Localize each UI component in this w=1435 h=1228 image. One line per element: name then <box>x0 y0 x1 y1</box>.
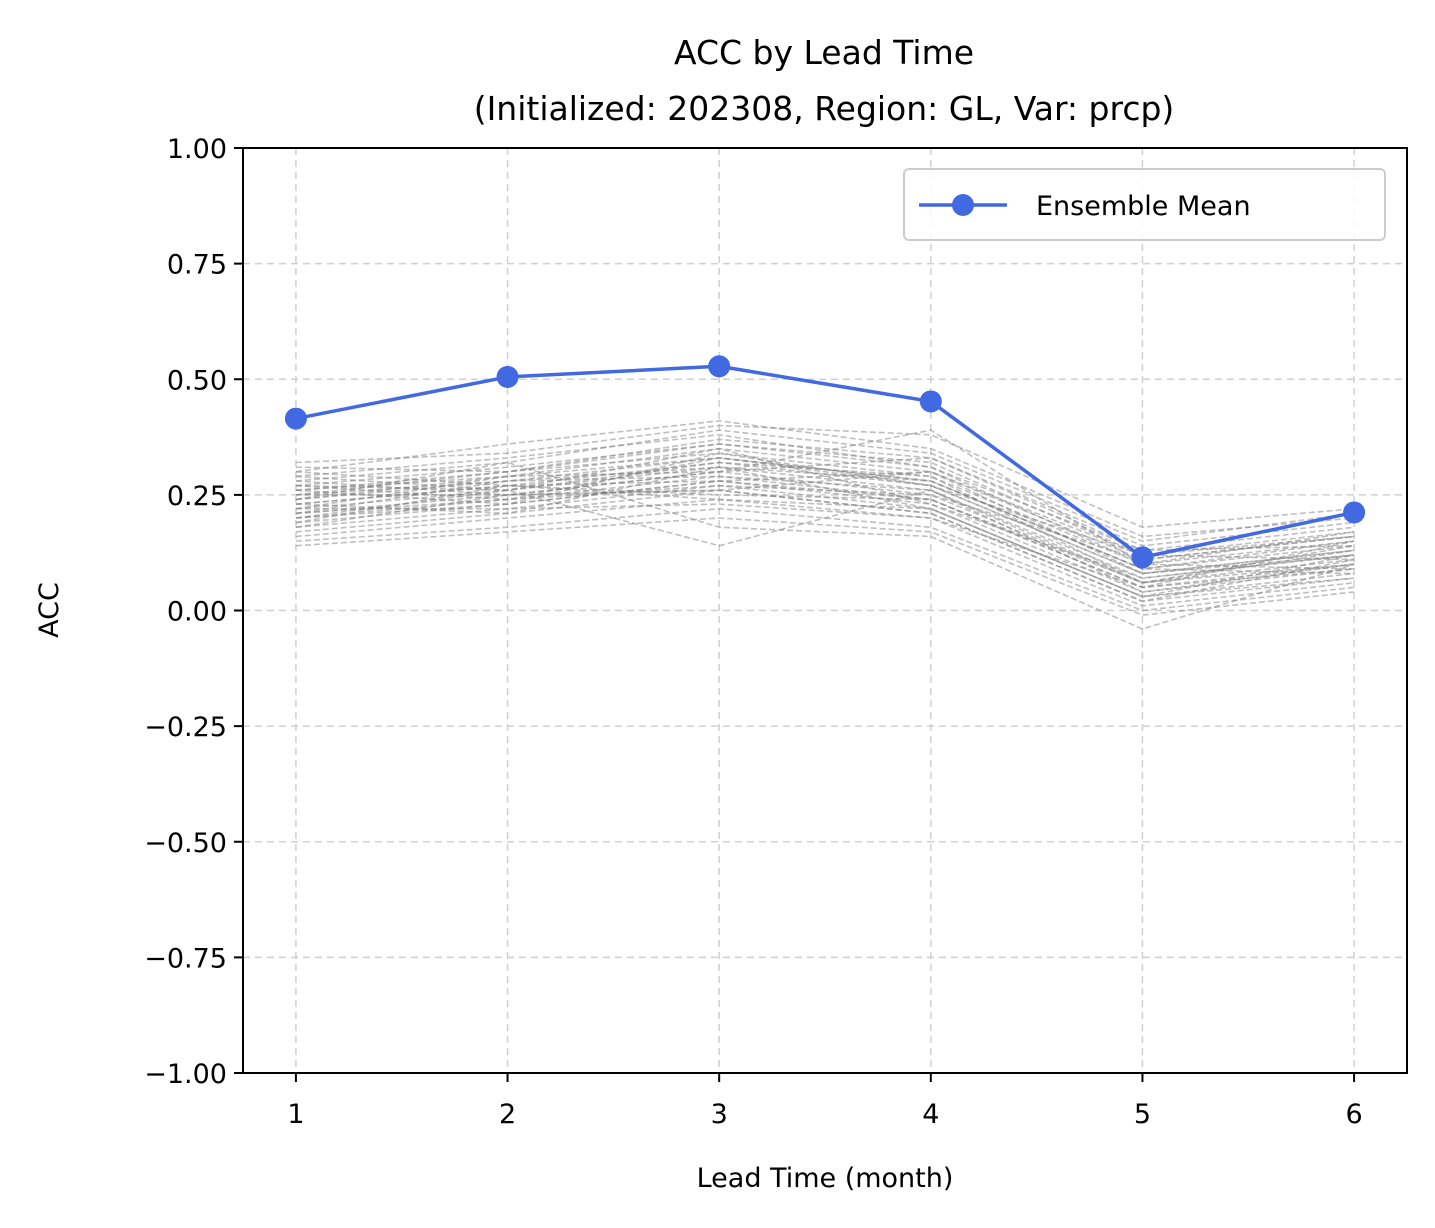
y-tick-label-9: 1.00 <box>167 134 227 165</box>
ensemble-mean-point-4 <box>919 390 942 413</box>
legend-label-ensemble-mean: Ensemble Mean <box>1036 191 1251 222</box>
member-line-39 <box>295 466 1355 598</box>
member-line-26 <box>295 484 1355 589</box>
y-tick-label-4: −0.25 <box>144 712 227 743</box>
ensemble-mean-series <box>284 355 1366 569</box>
y-tick-label-7: 0.50 <box>167 365 227 396</box>
x-tick-label-6: 6 <box>1345 1099 1362 1130</box>
member-line-40 <box>295 470 1355 556</box>
member-line-35 <box>295 443 1355 566</box>
x-tick-label-1: 1 <box>287 1099 304 1130</box>
member-line-19 <box>295 517 1355 616</box>
member-line-2 <box>295 420 1355 538</box>
x-tick-label-5: 5 <box>1134 1099 1151 1130</box>
y-axis-label: ACC <box>34 582 65 638</box>
y-tick-label-8: 0.75 <box>167 250 227 281</box>
ensemble-mean-line <box>295 364 1355 560</box>
ensemble-mean-point-2 <box>496 365 519 388</box>
member-line-8 <box>295 452 1355 566</box>
member-line-1 <box>295 424 1355 529</box>
member-line-17 <box>295 498 1355 607</box>
legend-marker-ensemble-mean <box>952 194 974 216</box>
member-line-29 <box>295 484 1355 561</box>
ensemble-mean-point-5 <box>1131 546 1154 569</box>
y-tick-label-3: −0.50 <box>144 828 227 859</box>
member-line-3 <box>295 429 1355 542</box>
member-line-34 <box>295 503 1355 589</box>
x-tick-label-3: 3 <box>711 1099 728 1130</box>
member-line-27 <box>295 466 1355 575</box>
y-tick-label-5: 0.00 <box>167 597 227 628</box>
ensemble-mean-point-1 <box>284 407 307 430</box>
member-line-24 <box>295 457 1355 561</box>
ensemble-mean-point-6 <box>1343 501 1366 524</box>
y-tick-label-2: −0.75 <box>144 943 227 974</box>
y-tick-label-1: −1.00 <box>144 1059 227 1090</box>
x-tick-label-4: 4 <box>922 1099 939 1130</box>
legend-box <box>903 168 1386 241</box>
y-axis-ticks: −1.00 −0.75 −0.50 −0.25 0.00 0.25 0.50 0.75 1.00 <box>144 134 243 1090</box>
member-line-22 <box>295 489 1355 584</box>
member-line-14 <box>295 480 1355 593</box>
member-line-21 <box>295 461 1355 630</box>
y-tick-label-6: 0.25 <box>167 481 227 512</box>
x-axis-ticks: 1 2 3 4 5 6 <box>287 1073 1363 1130</box>
chart-title-line1: ACC by Lead Time <box>674 33 974 72</box>
member-line-30 <box>295 475 1355 593</box>
chart-title-line2: (Initialized: 202308, Region: GL, Var: p… <box>474 89 1175 128</box>
member-line-23 <box>295 429 1355 570</box>
x-axis-label: Lead Time (month) <box>697 1163 954 1194</box>
member-line-38 <box>295 457 1355 570</box>
legend: Ensemble Mean <box>903 168 1386 241</box>
x-tick-label-2: 2 <box>499 1099 516 1130</box>
ensemble-mean-point-3 <box>708 355 731 378</box>
member-line-18 <box>295 507 1355 612</box>
member-line-32 <box>295 489 1355 603</box>
